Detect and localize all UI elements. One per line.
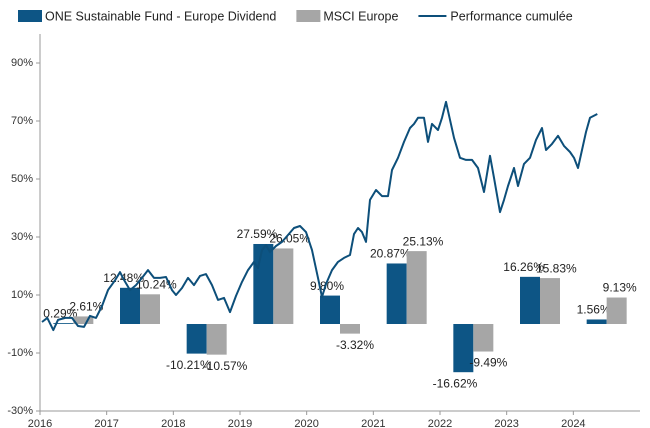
- bar: [406, 251, 427, 324]
- value-label: -9.49%: [469, 356, 507, 370]
- value-label: 20.87%: [370, 247, 411, 261]
- bar: [453, 324, 474, 373]
- bar: [73, 316, 94, 324]
- value-label: 25.13%: [403, 234, 444, 248]
- value-label: 16.26%: [503, 260, 544, 274]
- x-tick-label: 2016: [28, 418, 52, 428]
- bar: [520, 276, 540, 324]
- value-label: 15.83%: [536, 261, 577, 275]
- legend: ONE Sustainable Fund - Europe Dividend MS…: [18, 9, 573, 23]
- bar: [340, 324, 360, 334]
- bar: [206, 324, 227, 355]
- value-label: -10.21%: [166, 358, 211, 372]
- bar: [386, 263, 407, 324]
- legend-label: ONE Sustainable Fund - Europe Dividend: [45, 9, 276, 23]
- legend-swatch: [18, 10, 42, 22]
- x-tick-label: 2020: [294, 418, 318, 428]
- x-tick-label: 2024: [561, 418, 585, 428]
- value-label: 26.05%: [269, 232, 310, 246]
- y-tick-label: 70%: [11, 115, 33, 127]
- bar: [120, 287, 140, 324]
- cumulative-line: [41, 100, 598, 332]
- bar: [273, 248, 294, 324]
- y-tick-label: 90%: [11, 57, 33, 69]
- bar: [586, 319, 607, 324]
- x-tick-label: 2023: [494, 418, 518, 428]
- value-label: -3.32%: [336, 338, 374, 352]
- legend-label: Performance cumulée: [450, 9, 572, 23]
- bar: [540, 278, 560, 324]
- x-tick-label: 2022: [428, 418, 452, 428]
- bar: [253, 243, 274, 324]
- y-tick-label: -30%: [7, 405, 33, 417]
- y-tick-label: 10%: [11, 289, 33, 301]
- value-label: 0.29%: [43, 306, 77, 320]
- value-label: -10.57%: [203, 359, 248, 373]
- legend-label: MSCI Europe: [323, 9, 398, 23]
- x-tick-label: 2021: [361, 418, 385, 428]
- bar: [140, 294, 160, 324]
- bar: [186, 324, 207, 354]
- bar: [473, 324, 494, 352]
- bar: [320, 295, 340, 324]
- value-label: -16.62%: [433, 376, 478, 390]
- y-tick-label: 50%: [11, 173, 33, 185]
- value-label: 27.59%: [237, 227, 278, 241]
- x-tick-label: 2017: [94, 418, 118, 428]
- y-tick-label: 30%: [11, 231, 33, 243]
- value-label: 1.56%: [577, 303, 611, 317]
- x-tick-label: 2018: [161, 418, 185, 428]
- value-label: 9.13%: [603, 281, 637, 295]
- legend-swatch: [296, 10, 321, 22]
- bar: [53, 323, 74, 324]
- y-tick-label: -10%: [7, 347, 33, 359]
- x-tick-label: 2019: [228, 418, 252, 428]
- bar: [606, 297, 627, 324]
- value-label: 2.61%: [69, 300, 103, 314]
